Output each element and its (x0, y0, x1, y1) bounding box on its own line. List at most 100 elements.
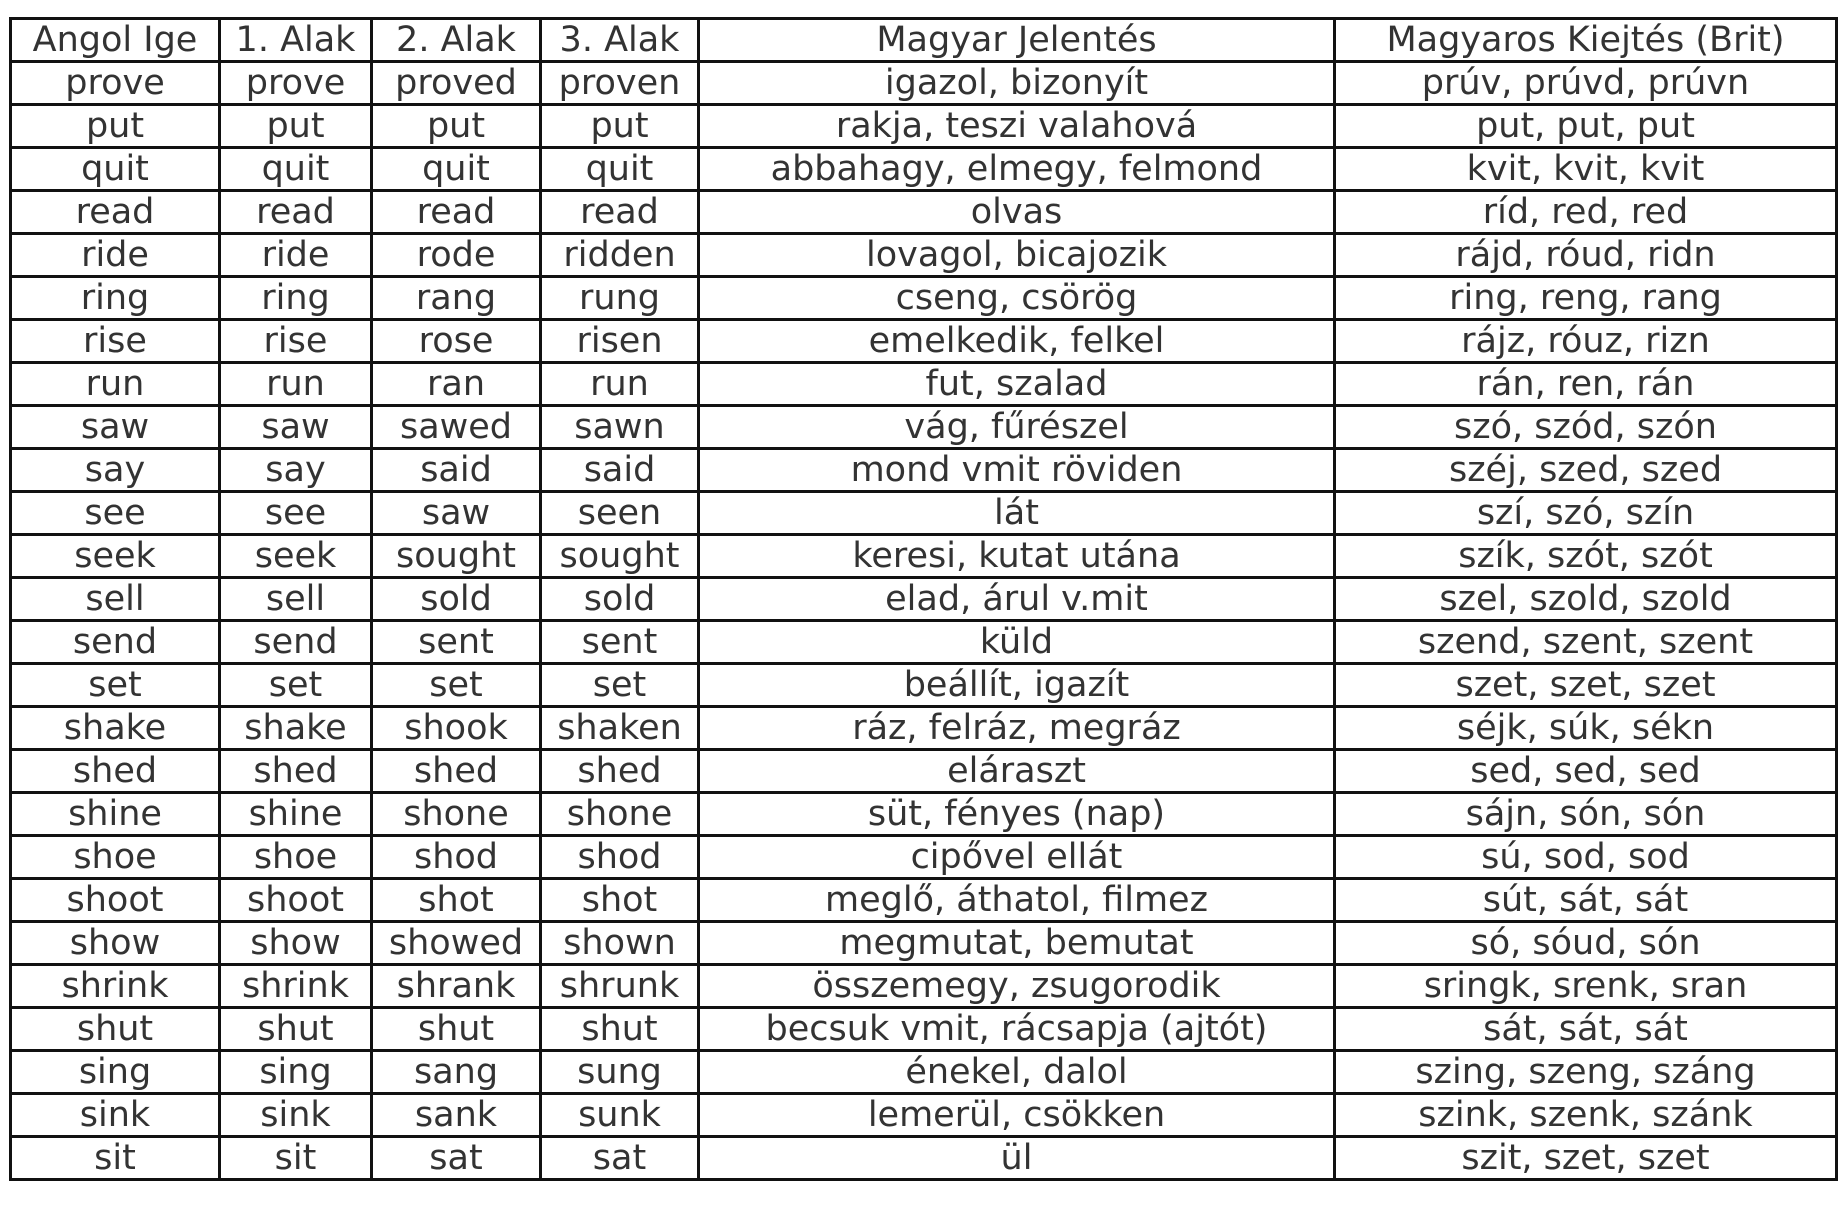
cell-form-3: sawn (539, 404, 700, 450)
table-row: quit quit quit quit abbahagy, elmegy, felmon… (9, 146, 1838, 192)
table-row: prove prove proved proven igazol, bizonyít pr… (9, 60, 1838, 106)
cell-form-1: shed (218, 748, 373, 794)
cell-form-3: set (539, 662, 700, 708)
cell-form-3: ridden (539, 232, 700, 278)
table-row: sing sing sang sung énekel, dalol szing, szen… (9, 1049, 1838, 1095)
cell-hungarian-meaning: becsuk vmit, rácsapja (ajtót) (697, 1006, 1336, 1052)
cell-hungarian-meaning: mond vmit röviden (697, 447, 1336, 493)
cell-pronunciation: sát, sát, sát (1333, 1006, 1838, 1052)
cell-hungarian-meaning: olvas (697, 189, 1336, 235)
cell-form-1: see (218, 490, 373, 536)
cell-hungarian-meaning: megmutat, bemutat (697, 920, 1336, 966)
cell-pronunciation: szel, szold, szold (1333, 576, 1838, 622)
cell-form-2: ran (370, 361, 542, 407)
cell-english-verb: rise (9, 318, 221, 364)
cell-hungarian-meaning: énekel, dalol (697, 1049, 1336, 1095)
cell-english-verb: run (9, 361, 221, 407)
cell-form-2: shone (370, 791, 542, 837)
column-header-form-1: 1. Alak (218, 17, 373, 63)
cell-form-3: sunk (539, 1092, 700, 1138)
cell-pronunciation: ríd, red, red (1333, 189, 1838, 235)
column-header-english-verb: Angol Ige (9, 17, 221, 63)
cell-pronunciation: szí, szó, szín (1333, 490, 1838, 536)
cell-english-verb: sell (9, 576, 221, 622)
cell-form-1: send (218, 619, 373, 665)
cell-form-2: rose (370, 318, 542, 364)
cell-form-1: read (218, 189, 373, 235)
cell-english-verb: ring (9, 275, 221, 321)
cell-form-1: set (218, 662, 373, 708)
table-row: rise rise rose risen emelkedik, felkel rájz, … (9, 318, 1838, 364)
cell-english-verb: shoe (9, 834, 221, 880)
cell-form-2: proved (370, 60, 542, 106)
cell-form-2: sawed (370, 404, 542, 450)
table-row: ring ring rang rung cseng, csörög ring, reng,… (9, 275, 1838, 321)
table-row: see see saw seen lát szí, szó, szín (9, 490, 1838, 536)
cell-hungarian-meaning: abbahagy, elmegy, felmond (697, 146, 1336, 192)
cell-form-1: shut (218, 1006, 373, 1052)
cell-hungarian-meaning: fut, szalad (697, 361, 1336, 407)
cell-pronunciation: szink, szenk, szánk (1333, 1092, 1838, 1138)
cell-hungarian-meaning: ül (697, 1135, 1336, 1181)
cell-pronunciation: szend, szent, szent (1333, 619, 1838, 665)
cell-pronunciation: prúv, prúvd, prúvn (1333, 60, 1838, 106)
cell-english-verb: sing (9, 1049, 221, 1095)
cell-form-3: sat (539, 1135, 700, 1181)
cell-pronunciation: sú, sod, sod (1333, 834, 1838, 880)
cell-english-verb: send (9, 619, 221, 665)
cell-form-3: shone (539, 791, 700, 837)
cell-hungarian-meaning: vág, fűrészel (697, 404, 1336, 450)
cell-hungarian-meaning: ráz, felráz, megráz (697, 705, 1336, 751)
cell-form-2: sent (370, 619, 542, 665)
cell-english-verb: prove (9, 60, 221, 106)
table-row: run run ran run fut, szalad rán, ren, rán (9, 361, 1838, 407)
table-row: saw saw sawed sawn vág, fűrészel szó, szód, s… (9, 404, 1838, 450)
cell-hungarian-meaning: eláraszt (697, 748, 1336, 794)
cell-hungarian-meaning: igazol, bizonyít (697, 60, 1336, 106)
cell-form-3: shod (539, 834, 700, 880)
cell-pronunciation: kvit, kvit, kvit (1333, 146, 1838, 192)
cell-form-1: sing (218, 1049, 373, 1095)
table-row: sell sell sold sold elad, árul v.mit szel, sz… (9, 576, 1838, 622)
cell-form-3: said (539, 447, 700, 493)
cell-pronunciation: szit, szet, szet (1333, 1135, 1838, 1181)
cell-hungarian-meaning: lát (697, 490, 1336, 536)
cell-pronunciation: séjk, súk, sékn (1333, 705, 1838, 751)
cell-english-verb: sit (9, 1135, 221, 1181)
cell-form-2: shut (370, 1006, 542, 1052)
cell-form-3: shown (539, 920, 700, 966)
cell-form-3: sung (539, 1049, 700, 1095)
table-row: sit sit sat sat ül szit, szet, szet (9, 1135, 1838, 1181)
column-header-form-3: 3. Alak (539, 17, 700, 63)
cell-form-2: sought (370, 533, 542, 579)
table-row: shut shut shut shut becsuk vmit, rácsapja (a… (9, 1006, 1838, 1052)
cell-english-verb: set (9, 662, 221, 708)
table-row: put put put put rakja, teszi valahová put, pu… (9, 103, 1838, 149)
column-header-hungarian-meaning: Magyar Jelentés (697, 17, 1336, 63)
cell-form-1: sink (218, 1092, 373, 1138)
cell-hungarian-meaning: meglő, áthatol, filmez (697, 877, 1336, 923)
cell-form-1: sell (218, 576, 373, 622)
cell-hungarian-meaning: beállít, igazít (697, 662, 1336, 708)
table-row: sink sink sank sunk lemerül, csökken szink, s… (9, 1092, 1838, 1138)
cell-form-3: shed (539, 748, 700, 794)
table-row: shine shine shone shone süt, fényes (nap) sáj… (9, 791, 1838, 837)
cell-hungarian-meaning: keresi, kutat utána (697, 533, 1336, 579)
cell-form-1: shrink (218, 963, 373, 1009)
cell-pronunciation: ring, reng, rang (1333, 275, 1838, 321)
cell-form-2: read (370, 189, 542, 235)
header-row: Angol Ige 1. Alak 2. Alak 3. Alak Magyar Jel… (9, 17, 1838, 63)
cell-hungarian-meaning: cipővel ellát (697, 834, 1336, 880)
cell-english-verb: seek (9, 533, 221, 579)
table-row: read read read read olvas ríd, red, red (9, 189, 1838, 235)
cell-english-verb: say (9, 447, 221, 493)
column-header-form-2: 2. Alak (370, 17, 542, 63)
cell-pronunciation: szing, szeng, száng (1333, 1049, 1838, 1095)
cell-hungarian-meaning: lemerül, csökken (697, 1092, 1336, 1138)
cell-pronunciation: sájn, són, són (1333, 791, 1838, 837)
cell-form-3: proven (539, 60, 700, 106)
cell-form-3: risen (539, 318, 700, 364)
cell-form-1: sit (218, 1135, 373, 1181)
cell-form-3: sent (539, 619, 700, 665)
cell-form-2: said (370, 447, 542, 493)
